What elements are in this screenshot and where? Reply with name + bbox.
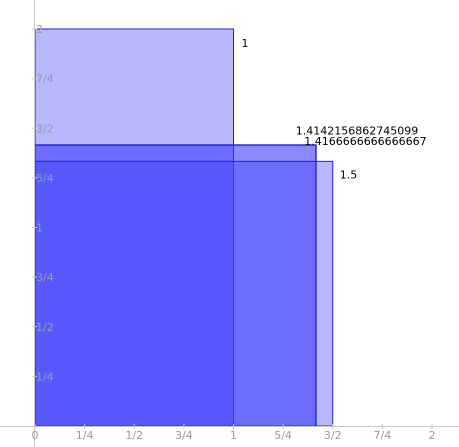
y-tick-label: 7/4 [36,73,54,86]
rectangle-label-2: 1.4142156862745099 [296,124,418,137]
x-tick-label: 7/4 [374,429,392,442]
rectangle-label-1: 1 [242,37,249,50]
rectangles-layer [34,28,334,427]
x-tick-label: 3/4 [175,429,193,442]
x-tick-label: 0 [32,429,39,442]
rectangle-1 [34,28,234,427]
x-tick-label: 3/2 [324,429,342,442]
y-tick-label: 1/4 [36,370,54,383]
x-tick-label: 1/4 [76,429,94,442]
rectangle-4 [34,160,334,427]
x-tick-label: 2 [429,429,436,442]
y-tick-label: 5/4 [36,172,54,185]
y-tick-label: 1 [36,222,43,235]
ticks-layer: -1/401/41/23/415/43/27/421/41/23/415/43/… [32,23,436,442]
y-tick-label: 1/2 [36,321,54,334]
rectangle-2 [34,144,317,427]
y-tick-label: 3/4 [36,271,54,284]
rectangle-label-3: 1.4166666666666667 [304,135,426,148]
x-tick-label: 1/2 [125,429,143,442]
y-tick-label: 2 [36,23,43,36]
x-tick-label: 5/4 [274,429,292,442]
x-tick-label: 1 [230,429,237,442]
rectangle-label-4: 1.5 [340,168,358,181]
rectangle-3 [34,144,317,427]
y-tick-label: 3/2 [36,122,54,135]
